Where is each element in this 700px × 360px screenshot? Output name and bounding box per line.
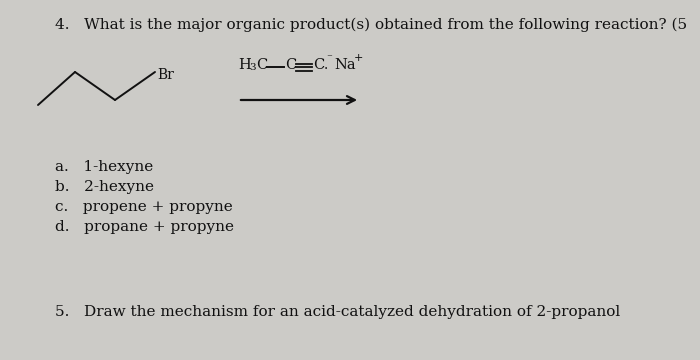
- Text: 4.   What is the major organic product(s) obtained from the following reaction? : 4. What is the major organic product(s) …: [55, 18, 687, 32]
- Text: b.   2-hexyne: b. 2-hexyne: [55, 180, 154, 194]
- Text: +: +: [354, 53, 363, 63]
- Text: d.   propane + propyne: d. propane + propyne: [55, 220, 234, 234]
- Text: 5.   Draw the mechanism for an acid-catalyzed dehydration of 2-propanol: 5. Draw the mechanism for an acid-cataly…: [55, 305, 620, 319]
- Text: Na: Na: [334, 58, 356, 72]
- Text: C: C: [285, 58, 296, 72]
- Text: c.   propene + propyne: c. propene + propyne: [55, 200, 232, 214]
- Text: ⁻: ⁻: [326, 53, 332, 63]
- Text: C: C: [313, 58, 324, 72]
- Text: Br: Br: [157, 68, 174, 82]
- Text: a.   1-hexyne: a. 1-hexyne: [55, 160, 153, 174]
- Text: H: H: [238, 58, 251, 72]
- Text: .: .: [324, 58, 328, 72]
- Text: 3: 3: [249, 63, 256, 72]
- Text: C: C: [256, 58, 267, 72]
